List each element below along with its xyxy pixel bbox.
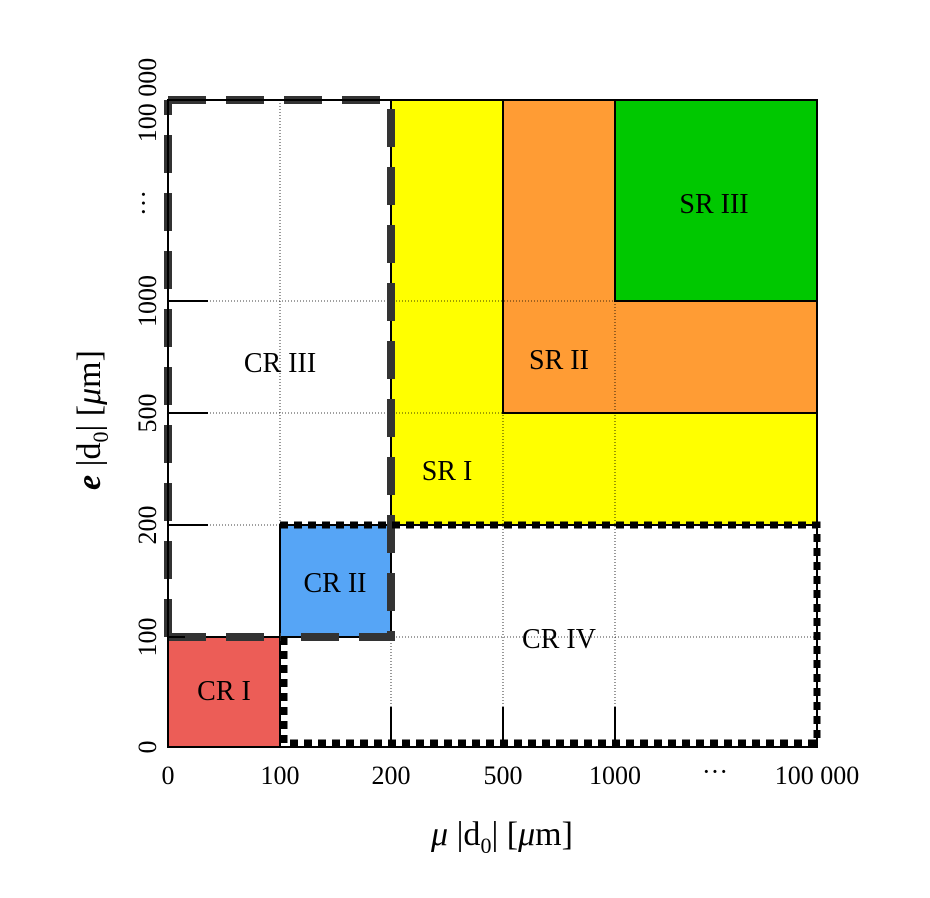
plot-frame — [167, 99, 818, 748]
cr4-label: CR IV — [522, 624, 596, 655]
tick-marks — [168, 300, 616, 747]
x-tick-label: 100 — [261, 761, 300, 790]
sr3-region — [615, 100, 817, 301]
x-tick-label: 100 000 — [775, 761, 860, 790]
cr1-label: CR I — [197, 676, 251, 707]
sr2-label: SR II — [529, 345, 589, 376]
y-axis-title: e |d0| [μm] — [71, 350, 113, 490]
y-tick-label: 1000 — [133, 275, 162, 327]
x-tick-label: 1000 — [589, 761, 641, 790]
cr1-region — [168, 637, 280, 747]
y-tick-label: 0 — [133, 741, 162, 754]
y-tick-label: 100 000 — [133, 58, 162, 143]
y-tick-label: ··· — [129, 190, 158, 216]
y-tick-labels: 0 100 200 500 1000 ··· 100 000 — [129, 58, 162, 754]
cr2-region — [280, 525, 391, 637]
cr4-outline — [280, 521, 821, 747]
x-tick-label: 0 — [162, 761, 175, 790]
x-tick-label: ··· — [702, 757, 728, 786]
y-tick-label: 500 — [133, 394, 162, 433]
cr3-label: CR III — [244, 348, 316, 379]
y-tick-label: 200 — [133, 506, 162, 545]
x-tick-label: 200 — [372, 761, 411, 790]
sr3-label: SR III — [679, 189, 748, 220]
y-tick-label: 100 — [133, 618, 162, 657]
x-tick-label: 500 — [484, 761, 523, 790]
x-tick-labels: 0 100 200 500 1000 ··· 100 000 — [162, 757, 860, 790]
cr2-label: CR II — [304, 568, 367, 599]
sr1-label: SR I — [422, 456, 473, 487]
x-axis-title: μ |d0| [μm] — [430, 816, 573, 858]
